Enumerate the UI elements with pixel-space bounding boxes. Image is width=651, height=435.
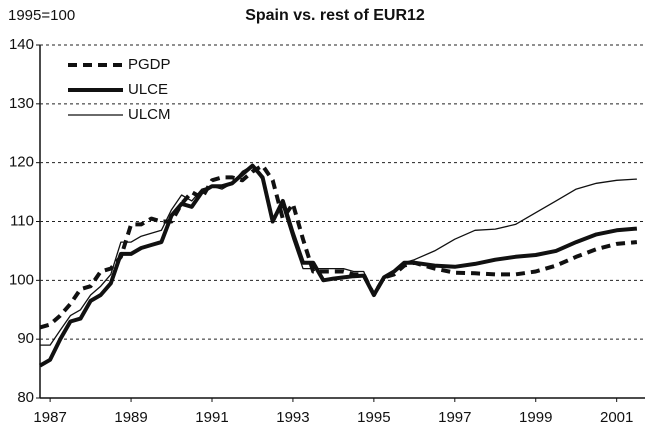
- legend-label: ULCM: [128, 106, 171, 123]
- x-tick-label: 1991: [195, 409, 228, 426]
- y-tick-label: 140: [9, 36, 34, 53]
- y-tick-label: 100: [9, 271, 34, 288]
- legend-label: ULCE: [128, 81, 168, 98]
- y-tick-label: 90: [17, 330, 34, 347]
- x-tick-label: 1989: [114, 409, 147, 426]
- chart-title: Spain vs. rest of EUR12: [245, 7, 425, 24]
- chart-subtitle: 1995=100: [8, 7, 75, 24]
- series-line: [39, 163, 638, 368]
- x-tick-label: 1987: [33, 409, 66, 426]
- y-tick-label: 110: [10, 212, 34, 229]
- series-line: [40, 164, 637, 346]
- y-tick-label: 130: [9, 95, 34, 112]
- x-tick-label: 1995: [357, 409, 390, 426]
- y-tick-label: 120: [9, 154, 34, 171]
- x-tick-label: 1999: [519, 409, 552, 426]
- legend-label: PGDP: [128, 56, 171, 73]
- x-tick-label: 1997: [438, 409, 471, 426]
- x-tick-label: 1993: [276, 409, 309, 426]
- y-tick-label: 80: [17, 389, 34, 406]
- x-tick-label: 2001: [600, 409, 633, 426]
- series-line: [39, 163, 638, 330]
